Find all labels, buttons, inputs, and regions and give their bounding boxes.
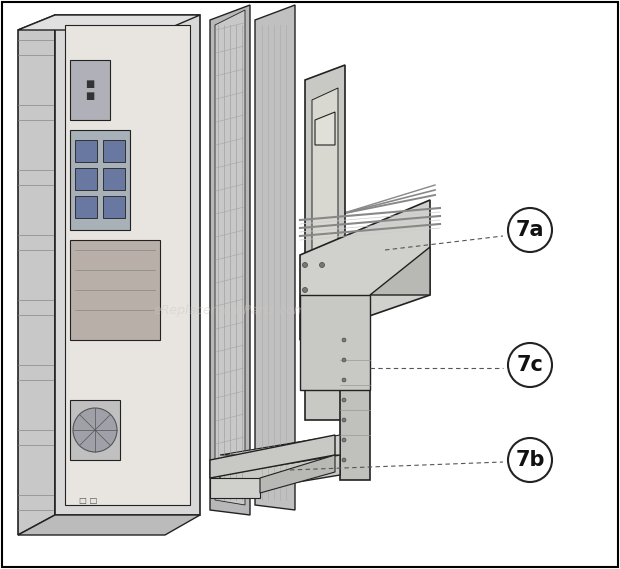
Circle shape (342, 458, 346, 462)
Polygon shape (260, 455, 335, 493)
Circle shape (508, 343, 552, 387)
Polygon shape (18, 15, 200, 30)
Text: □ □: □ □ (79, 496, 97, 505)
Polygon shape (70, 60, 110, 120)
Text: 7c: 7c (516, 355, 544, 375)
Circle shape (342, 418, 346, 422)
Polygon shape (70, 130, 130, 230)
Polygon shape (255, 5, 295, 510)
Polygon shape (215, 10, 245, 505)
Polygon shape (305, 65, 345, 420)
Circle shape (342, 438, 346, 442)
Circle shape (342, 378, 346, 382)
Circle shape (508, 208, 552, 252)
Circle shape (342, 398, 346, 402)
Polygon shape (210, 5, 250, 515)
Polygon shape (75, 140, 97, 162)
Polygon shape (55, 15, 200, 515)
Polygon shape (340, 330, 370, 480)
Polygon shape (210, 478, 260, 498)
Polygon shape (103, 168, 125, 190)
Polygon shape (75, 196, 97, 218)
Text: 7a: 7a (516, 220, 544, 240)
Polygon shape (103, 196, 125, 218)
Text: 7b: 7b (515, 450, 545, 470)
Polygon shape (312, 88, 338, 340)
Polygon shape (18, 15, 55, 535)
Circle shape (303, 287, 308, 292)
Circle shape (73, 408, 117, 452)
Circle shape (319, 262, 324, 267)
Polygon shape (220, 435, 340, 455)
Text: ■
■: ■ ■ (86, 79, 95, 101)
Polygon shape (300, 295, 370, 390)
Polygon shape (370, 247, 430, 295)
Polygon shape (65, 25, 190, 505)
Circle shape (342, 358, 346, 362)
Polygon shape (103, 140, 125, 162)
Polygon shape (300, 200, 430, 340)
Circle shape (342, 338, 346, 342)
Polygon shape (18, 515, 200, 535)
Circle shape (303, 262, 308, 267)
Polygon shape (75, 168, 97, 190)
Polygon shape (210, 435, 335, 478)
Text: eReplacementParts.com: eReplacementParts.com (154, 303, 306, 316)
Polygon shape (70, 240, 160, 340)
Polygon shape (70, 400, 120, 460)
Polygon shape (220, 455, 340, 495)
Circle shape (508, 438, 552, 482)
Polygon shape (315, 112, 335, 145)
